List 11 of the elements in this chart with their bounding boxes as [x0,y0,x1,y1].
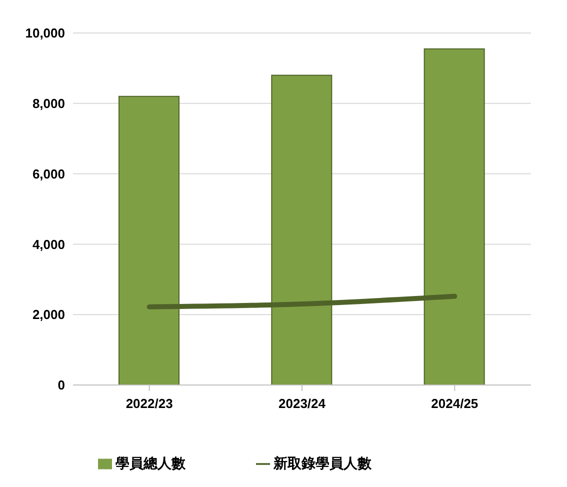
legend-label: 新取錄學員人數 [274,455,372,471]
y-tick-label: 0 [58,378,65,393]
x-tick-label: 2022/23 [126,396,173,412]
y-tick-label: 10,000 [25,26,65,41]
y-tick-label: 4,000 [32,236,65,252]
x-tick-label: 2024/25 [431,396,478,412]
x-tick-label: 2023/24 [278,396,326,412]
y-tick-label: 6,000 [32,166,65,182]
y-tick-label: 2,000 [32,307,65,322]
legend-label: 學員總人數 [116,455,186,471]
y-tick-label: 8,000 [32,96,65,112]
